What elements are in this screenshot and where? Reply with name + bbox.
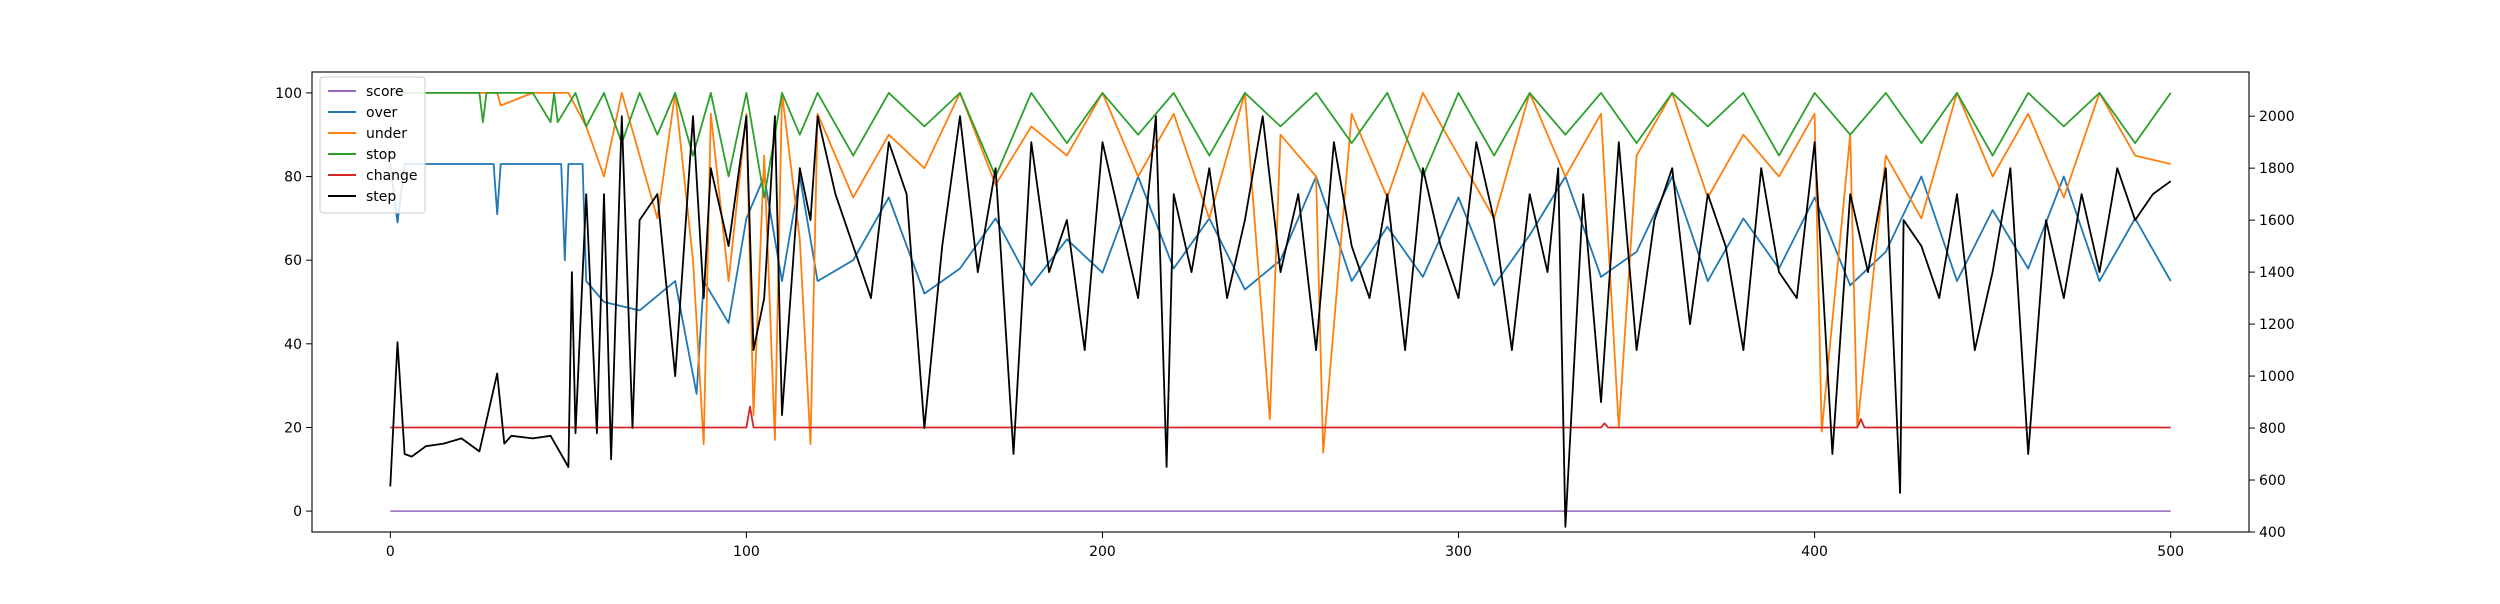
y-right-tick-label: 1800 bbox=[2259, 161, 2295, 177]
y-right-tick-label: 800 bbox=[2259, 421, 2286, 437]
series-lines bbox=[389, 92, 2172, 528]
y-right-tick-label: 2000 bbox=[2259, 109, 2295, 125]
legend-label-over: over bbox=[366, 105, 397, 121]
x-tick-label: 400 bbox=[1801, 544, 1828, 560]
x-tick-label: 300 bbox=[1445, 544, 1472, 560]
y-left-tick-label: 0 bbox=[293, 504, 302, 520]
legend-label-stop: stop bbox=[366, 147, 396, 163]
series-line-over bbox=[389, 163, 2172, 395]
y-left-tick-label: 100 bbox=[275, 86, 302, 102]
y-left-tick-label: 60 bbox=[284, 253, 302, 269]
x-tick-label: 200 bbox=[1089, 544, 1116, 560]
y-left-tick-label: 80 bbox=[284, 170, 302, 186]
y-right-tick-label: 400 bbox=[2259, 525, 2286, 541]
series-line-stop bbox=[390, 92, 2172, 199]
y-left-tick-label: 40 bbox=[284, 337, 302, 353]
legend: score over under stop change step bbox=[319, 76, 426, 214]
legend-label-step: step bbox=[366, 189, 396, 205]
y-right-tick-label: 1400 bbox=[2259, 265, 2295, 281]
y-right-tick-label: 1000 bbox=[2259, 369, 2295, 385]
x-tick-label: 500 bbox=[2157, 544, 2184, 560]
legend-label-under: under bbox=[366, 126, 407, 142]
y-right-tick-label: 1600 bbox=[2259, 213, 2295, 229]
y-right-tick-label: 1200 bbox=[2259, 317, 2295, 333]
series-line-step bbox=[389, 115, 2172, 528]
legend-label-change: change bbox=[366, 168, 418, 184]
x-tick-label: 100 bbox=[733, 544, 760, 560]
series-line-change bbox=[390, 405, 2171, 429]
axes-ticks: 0 100 200 300 400 500 0 20 40 60 80 100 400 600 800 100… bbox=[275, 86, 2294, 560]
x-tick-label: 0 bbox=[386, 544, 395, 560]
plot-frame bbox=[311, 71, 2250, 533]
y-right-tick-label: 600 bbox=[2259, 473, 2286, 489]
legend-label-score: score bbox=[366, 84, 404, 100]
y-left-tick-label: 20 bbox=[284, 420, 302, 436]
